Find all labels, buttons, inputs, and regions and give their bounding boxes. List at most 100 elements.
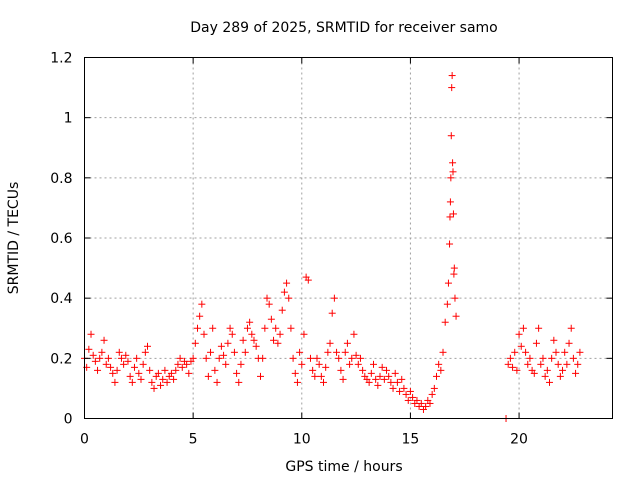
data-point: [320, 378, 328, 386]
data-point: [435, 360, 443, 368]
data-point: [89, 351, 97, 359]
data-point: [124, 357, 132, 365]
data-point: [285, 294, 293, 302]
data-point: [272, 324, 280, 332]
data-point: [444, 279, 452, 287]
data-point: [191, 339, 199, 347]
chart-title: Day 289 of 2025, SRMTID for receiver sam…: [190, 20, 498, 36]
data-point: [263, 294, 271, 302]
data-point: [335, 354, 343, 362]
data-point: [243, 324, 251, 332]
data-point: [144, 342, 152, 350]
data-point: [304, 276, 312, 284]
data-point: [565, 339, 573, 347]
data-point: [267, 315, 275, 323]
data-point: [509, 363, 517, 371]
data-point: [341, 348, 349, 356]
data-point: [393, 378, 401, 386]
data-point: [569, 354, 577, 362]
data-point: [378, 363, 386, 371]
data-point: [276, 330, 284, 338]
data-point: [170, 375, 178, 383]
data-point: [439, 348, 447, 356]
data-point: [313, 354, 321, 362]
data-point: [398, 375, 406, 383]
data-point: [274, 339, 282, 347]
data-point: [348, 354, 356, 362]
data-point: [449, 168, 457, 176]
y-tick-label: 0.6: [50, 231, 72, 247]
data-point: [109, 369, 117, 377]
data-point: [226, 324, 234, 332]
x-tick-label: 5: [189, 432, 198, 448]
data-point: [98, 348, 106, 356]
data-points: [81, 72, 584, 422]
data-point: [451, 294, 459, 302]
data-point: [526, 354, 534, 362]
data-point: [519, 324, 527, 332]
data-point: [391, 369, 399, 377]
data-point: [561, 348, 569, 356]
data-point: [385, 372, 393, 380]
data-point: [539, 354, 547, 362]
data-point: [446, 240, 454, 248]
data-point: [339, 375, 347, 383]
data-point: [374, 381, 382, 389]
data-point: [185, 369, 193, 377]
data-point: [443, 300, 451, 308]
data-point: [350, 330, 358, 338]
data-point: [298, 360, 306, 368]
data-point: [204, 372, 212, 380]
data-point: [545, 378, 553, 386]
data-point: [157, 381, 165, 389]
data-point: [556, 372, 564, 380]
data-point: [113, 366, 121, 374]
y-tick-label: 0.8: [50, 171, 72, 187]
data-point: [324, 348, 332, 356]
data-point: [230, 348, 238, 356]
data-point: [91, 357, 99, 365]
y-axis-label: SRMTID / TECUs: [6, 182, 22, 295]
data-point: [102, 360, 110, 368]
data-point: [449, 210, 457, 218]
x-tick-label: 10: [293, 432, 311, 448]
data-point: [213, 378, 221, 386]
data-point: [196, 312, 204, 320]
data-point: [567, 324, 575, 332]
data-point: [448, 84, 456, 92]
data-point: [441, 318, 449, 326]
data-point: [452, 312, 460, 320]
data-point: [359, 366, 367, 374]
data-point: [200, 330, 208, 338]
data-point: [449, 159, 457, 167]
data-point: [239, 336, 247, 344]
data-point: [367, 369, 375, 377]
data-point: [161, 366, 169, 374]
data-point: [417, 399, 425, 407]
data-point: [115, 348, 123, 356]
x-tick-label: 0: [80, 432, 89, 448]
data-point: [146, 366, 154, 374]
data-point: [513, 366, 521, 374]
data-point: [406, 387, 414, 395]
data-point: [328, 309, 336, 317]
data-point: [576, 348, 584, 356]
data-point: [550, 336, 558, 344]
data-point: [259, 354, 267, 362]
data-point: [396, 387, 404, 395]
data-point: [446, 198, 454, 206]
data-point: [317, 372, 325, 380]
axis-ticks: [84, 57, 613, 419]
data-point: [126, 372, 134, 380]
tick-labels: 0 0.2 0.4 0.6 0.8 1 1.2 0 5 10 15 20: [50, 51, 528, 448]
data-point: [346, 360, 354, 368]
data-point: [337, 366, 345, 374]
data-point: [172, 366, 180, 374]
data-point: [141, 348, 149, 356]
data-point: [517, 342, 525, 350]
data-point: [100, 336, 108, 344]
data-point: [237, 360, 245, 368]
data-point: [293, 378, 301, 386]
data-point: [409, 393, 417, 401]
